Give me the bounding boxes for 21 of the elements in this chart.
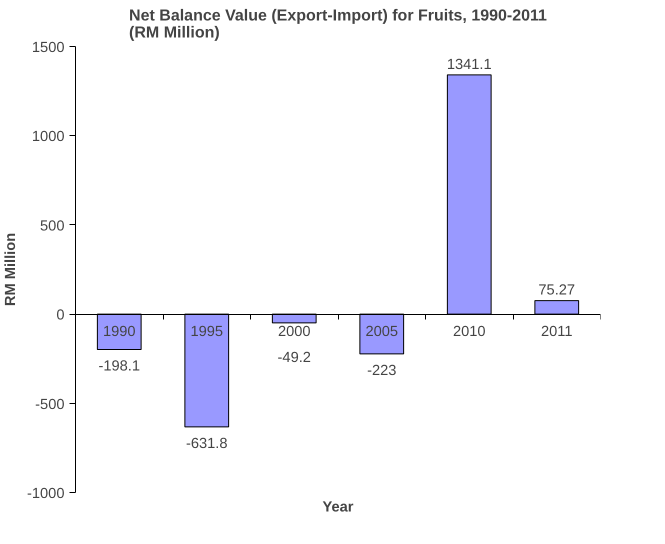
y-tick-label: -500	[35, 396, 65, 413]
x-axis-title: Year	[322, 500, 354, 516]
x-tick-label: 2010	[452, 324, 486, 340]
x-tick-label: 1990	[102, 324, 136, 340]
y-tick-label: 0	[56, 308, 65, 324]
y-tick-label: 1000	[32, 129, 65, 146]
x-tick-label: 2005	[365, 324, 398, 340]
y-tick-label: -1000	[27, 486, 65, 502]
y-axis-title: RM Million	[3, 232, 20, 306]
x-tick-label: 2000	[278, 324, 311, 340]
data-label: -49.2	[278, 350, 311, 366]
x-tick-label: 1995	[190, 324, 224, 340]
x-tick-label: 2011	[540, 324, 573, 340]
y-tick-label: 1500	[32, 40, 65, 56]
data-label: 75.27	[538, 282, 576, 299]
data-label: 1341.1	[446, 56, 492, 73]
y-tick-label: 500	[40, 218, 65, 234]
data-label: -198.1	[98, 358, 140, 374]
data-label: -631.8	[186, 436, 228, 452]
chart-title: Net Balance Value (Export-Import) for Fruits, 1990-2011 (RM Million)	[129, 8, 548, 42]
data-label: -223	[367, 362, 396, 379]
